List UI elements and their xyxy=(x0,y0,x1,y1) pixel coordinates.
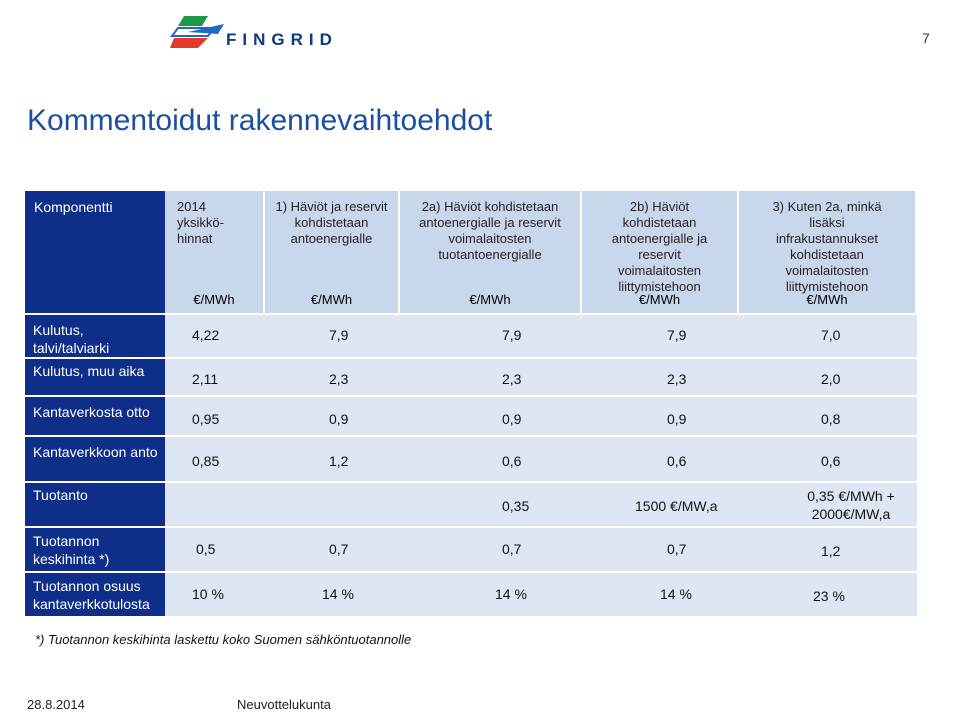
row-values: 0,95 0,9 0,9 0,9 0,8 xyxy=(165,395,917,435)
value-cell: 0,6 xyxy=(667,453,687,469)
value-cell: 0,35 xyxy=(502,498,530,514)
header-unit: €/MWh xyxy=(193,292,235,307)
row-values: 0,5 0,7 0,7 0,7 1,2 xyxy=(165,526,917,571)
header-unit: €/MWh xyxy=(806,292,848,307)
table-row: Tuotannon osuus kantaverkkotulosta 10 % … xyxy=(25,571,917,616)
header-unit: €/MWh xyxy=(310,292,353,307)
value-cell: 0,8 xyxy=(821,411,841,427)
value-cell: 0,9 xyxy=(667,411,687,427)
value-cell: 4,22 xyxy=(192,327,220,343)
value-cell: 2,11 xyxy=(192,371,219,387)
value-cell: 0,6 xyxy=(502,453,522,469)
footer-date: 28.8.2014 xyxy=(27,697,85,712)
value-cell: 2,3 xyxy=(329,371,349,387)
value-cell: 10 % xyxy=(192,586,224,602)
row-values: 10 % 14 % 14 % 14 % 23 % xyxy=(165,571,917,616)
fingrid-flag-icon xyxy=(170,16,224,48)
value-cell: 7,9 xyxy=(329,327,349,343)
header-cell-option-3: 3) Kuten 2a, minkä lisäksi infrakustannu… xyxy=(739,191,917,313)
table-row: Kulutus, talvi/talviarki 4,22 7,9 7,9 7,… xyxy=(25,313,917,357)
header-unit: €/MWh xyxy=(469,292,511,307)
page-number: 7 xyxy=(922,30,930,46)
value-cell: 0,35 €/MWh + 2000€/MW,a xyxy=(807,488,895,522)
row-values: 0,35 1500 €/MW,a 0,35 €/MWh + 2000€/MW,a xyxy=(165,481,917,526)
row-values: 2,11 2,3 2,3 2,3 2,0 xyxy=(165,357,917,395)
row-label: Tuotannon keskihinta *) xyxy=(25,526,165,571)
row-label: Kulutus, talvi/talviarki xyxy=(25,313,165,357)
table-row: Tuotanto 0,35 1500 €/MW,a 0,35 €/MWh + 2… xyxy=(25,481,917,526)
value-cell: 1,2 xyxy=(329,453,349,469)
table-row: Kantaverkosta otto 0,95 0,9 0,9 0,9 0,8 xyxy=(25,395,917,435)
header-cell-option-1: 1) Häviöt ja reservit kohdistetaan antoe… xyxy=(265,191,400,313)
value-cell: 0,7 xyxy=(667,541,687,557)
page-title: Kommentoidut rakennevaihtoehdot xyxy=(27,104,493,137)
header-label: 2a) Häviöt kohdistetaan antoenergialle j… xyxy=(419,199,561,262)
header-label: 2b) Häviöt kohdistetaan antoenergialle j… xyxy=(611,199,708,294)
header-cell-component: Komponentti xyxy=(25,191,165,313)
table-footnote: *) Tuotannon keskihinta laskettu koko Su… xyxy=(35,632,412,647)
footer-label: Neuvottelukunta xyxy=(237,697,331,712)
value-cell: 14 % xyxy=(322,586,354,602)
value-cell: 0,9 xyxy=(329,411,349,427)
table-row: Tuotannon keskihinta *) 0,5 0,7 0,7 0,7 … xyxy=(25,526,917,571)
value-cell: 2,3 xyxy=(667,371,687,387)
value-cell: 0,9 xyxy=(502,411,522,427)
value-cell: 7,0 xyxy=(821,327,841,343)
value-cell: 14 % xyxy=(495,586,527,602)
header-cell-option-2b: 2b) Häviöt kohdistetaan antoenergialle j… xyxy=(582,191,739,313)
value-cell: 7,9 xyxy=(502,327,522,343)
value-cell: 0,95 xyxy=(192,411,220,427)
value-cell: 1,2 xyxy=(821,543,841,559)
header-cell-2014-prices: 2014 yksikkö-hinnat €/MWh xyxy=(165,191,265,313)
row-values: 4,22 7,9 7,9 7,9 7,0 xyxy=(165,313,917,357)
value-cell: 0,6 xyxy=(821,453,841,469)
row-values: 0,85 1,2 0,6 0,6 0,6 xyxy=(165,435,917,481)
value-cell: 0,7 xyxy=(502,541,522,557)
row-label: Tuotannon osuus kantaverkkotulosta xyxy=(25,571,165,616)
table-row: Kulutus, muu aika 2,11 2,3 2,3 2,3 2,0 xyxy=(25,357,917,395)
header-label: 1) Häviöt ja reservit kohdistetaan antoe… xyxy=(275,199,388,246)
value-cell: 2,0 xyxy=(821,371,841,387)
comparison-table: Komponentti 2014 yksikkö-hinnat €/MWh 1)… xyxy=(25,191,917,616)
header-label: 3) Kuten 2a, minkä lisäksi infrakustannu… xyxy=(772,199,882,294)
value-cell: 7,9 xyxy=(667,327,687,343)
logo-wordmark: FINGRID xyxy=(226,30,338,49)
row-label: Kulutus, muu aika xyxy=(25,357,165,395)
table-header-row: Komponentti 2014 yksikkö-hinnat €/MWh 1)… xyxy=(25,191,917,313)
row-label: Kantaverkosta otto xyxy=(25,395,165,435)
fingrid-logo: FINGRID xyxy=(168,12,358,52)
header-unit: €/MWh xyxy=(638,292,681,307)
value-cell: 0,5 xyxy=(196,541,216,557)
value-cell: 2,3 xyxy=(502,371,522,387)
value-cell: 1500 €/MW,a xyxy=(635,498,718,514)
row-label: Kantaverkkoon anto xyxy=(25,435,165,481)
header-label: 2014 yksikkö-hinnat xyxy=(177,199,224,246)
table-row: Kantaverkkoon anto 0,85 1,2 0,6 0,6 0,6 xyxy=(25,435,917,481)
header-label: Komponentti xyxy=(34,199,113,215)
value-cell: 0,85 xyxy=(192,453,220,469)
value-cell: 14 % xyxy=(660,586,692,602)
value-cell: 23 % xyxy=(813,588,845,604)
header-cell-option-2a: 2a) Häviöt kohdistetaan antoenergialle j… xyxy=(400,191,582,313)
row-label: Tuotanto xyxy=(25,481,165,526)
value-cell: 0,7 xyxy=(329,541,349,557)
